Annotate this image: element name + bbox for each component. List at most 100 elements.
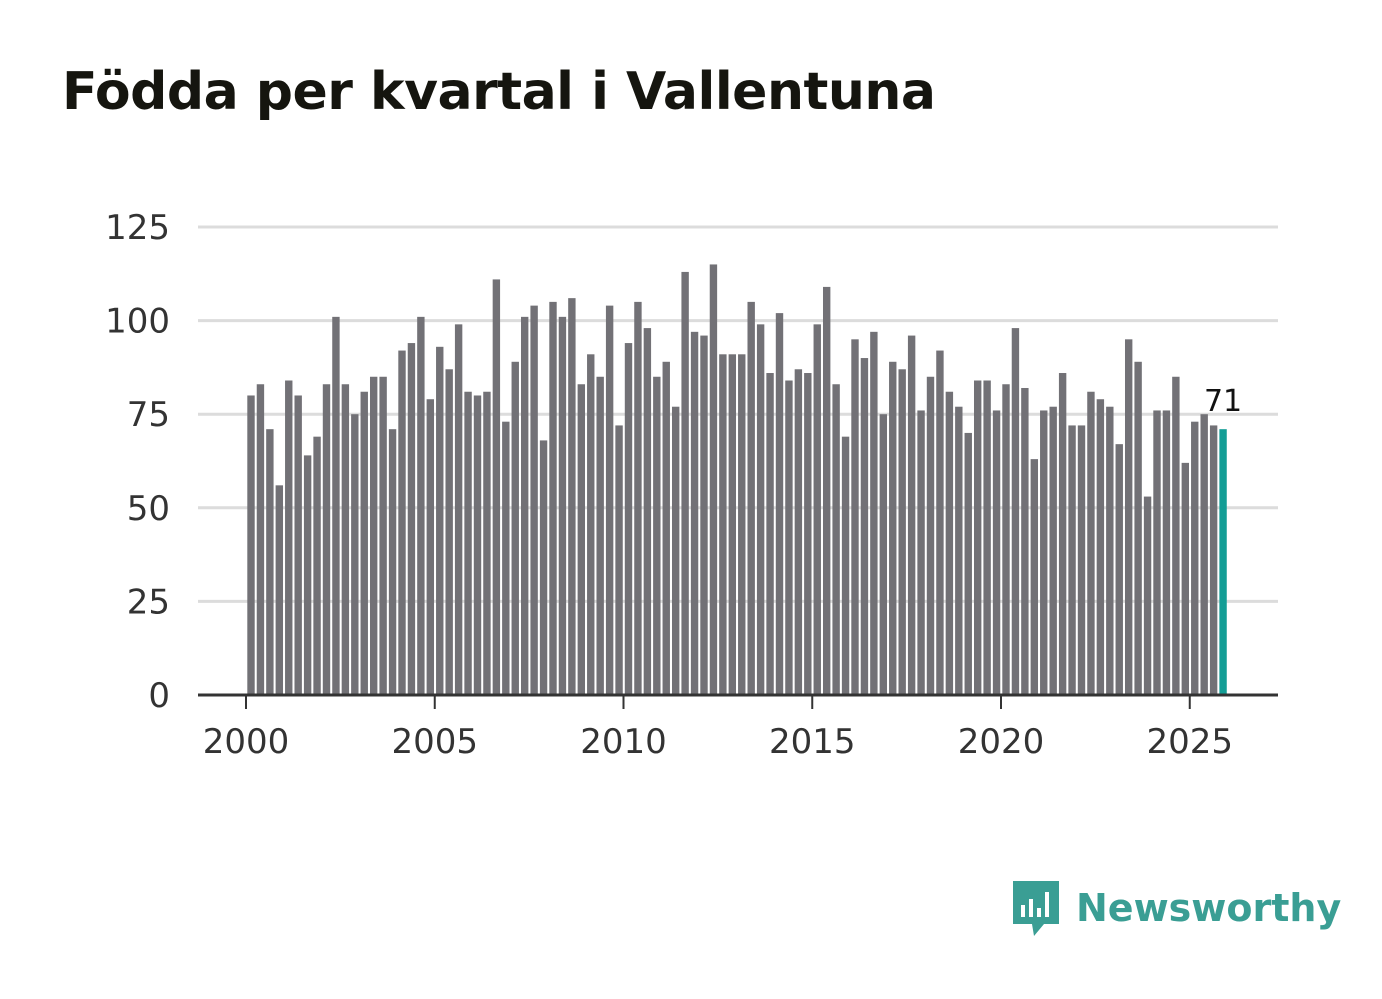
bar (1106, 406, 1114, 695)
bar (926, 376, 935, 695)
bar (322, 384, 331, 695)
x-tick-label-2005: 2005 (391, 722, 478, 762)
bar (1172, 376, 1180, 695)
bar (454, 324, 463, 695)
bar (945, 391, 954, 695)
bar (662, 361, 670, 695)
bar (1143, 496, 1152, 695)
bar (1115, 444, 1123, 695)
bar (907, 335, 916, 695)
bar (794, 369, 803, 695)
y-tick-label-0: 0 (148, 676, 170, 716)
bar (964, 432, 972, 695)
bar (860, 358, 869, 695)
y-tick-label-75: 75 (127, 395, 170, 435)
x-tick-label-2000: 2000 (203, 722, 290, 762)
bar (1134, 361, 1142, 695)
bar (879, 414, 888, 695)
bar (756, 324, 765, 695)
bar (587, 354, 595, 695)
bar (681, 271, 689, 695)
bar (624, 343, 633, 695)
y-tick-label-50: 50 (127, 489, 170, 529)
bar (775, 313, 784, 695)
bar (577, 384, 586, 695)
bar (822, 286, 831, 695)
bar (558, 316, 567, 695)
bar (341, 384, 350, 695)
last-value-label: 71 (1204, 384, 1242, 419)
y-tick-label-25: 25 (127, 582, 170, 622)
bar (1124, 339, 1133, 695)
bar (313, 436, 321, 695)
bar (973, 380, 982, 695)
bar (898, 369, 906, 695)
brand-logo: Newsworthy (1010, 878, 1341, 938)
bar (568, 298, 576, 695)
bar (445, 369, 453, 695)
bar (738, 354, 746, 695)
bar (473, 395, 482, 695)
bar (992, 410, 1001, 695)
bar (1209, 425, 1218, 695)
bar (247, 395, 255, 695)
bar (690, 331, 699, 695)
bar (804, 373, 812, 695)
bar (369, 376, 378, 695)
bar (1096, 399, 1105, 695)
bar (539, 440, 548, 695)
bar (1219, 429, 1227, 695)
bar (1002, 384, 1010, 695)
bar (388, 429, 397, 695)
x-tick-label-2020: 2020 (958, 722, 1045, 762)
y-tick-label-100: 100 (105, 302, 170, 342)
bar-series (247, 264, 1227, 695)
bar (605, 305, 614, 695)
x-axis-ticks: 2000 2005 2010 2015 2020 2025 (203, 695, 1233, 762)
bar (1030, 459, 1039, 695)
bar (917, 410, 925, 695)
bar (1058, 373, 1067, 695)
bar (747, 301, 755, 695)
bar (709, 264, 718, 695)
bar (1200, 414, 1208, 695)
y-tick-label-125: 125 (105, 208, 170, 248)
bar (851, 339, 859, 695)
bar (379, 376, 387, 695)
bar (1191, 421, 1199, 695)
bar (870, 331, 878, 695)
bar (1162, 410, 1171, 695)
y-axis-ticks: 0 25 50 75 100 125 (105, 208, 170, 716)
bar (615, 425, 623, 695)
bar (417, 316, 425, 695)
x-tick-label-2025: 2025 (1146, 722, 1233, 762)
bar (1021, 387, 1029, 695)
bar (766, 373, 774, 695)
bar (511, 361, 519, 695)
bar (728, 354, 737, 695)
bar (436, 346, 444, 695)
bar (1087, 391, 1095, 695)
bar (285, 380, 293, 695)
bar (1068, 425, 1076, 695)
bar (983, 380, 991, 695)
bar (643, 328, 652, 695)
bar (1181, 462, 1190, 695)
bar (426, 399, 435, 695)
bar (492, 279, 501, 695)
bar (1011, 328, 1020, 695)
bar (936, 350, 944, 695)
bar (813, 324, 821, 695)
bar (294, 395, 302, 695)
bar (256, 384, 265, 695)
chart-title: Födda per kvartal i Vallentuna (62, 62, 936, 122)
bar (1049, 406, 1057, 695)
bar (832, 384, 840, 695)
bar (1153, 410, 1161, 695)
bar (502, 421, 510, 695)
bar (464, 391, 472, 695)
bar (266, 429, 274, 695)
bar (332, 316, 340, 695)
bar (1077, 425, 1086, 695)
